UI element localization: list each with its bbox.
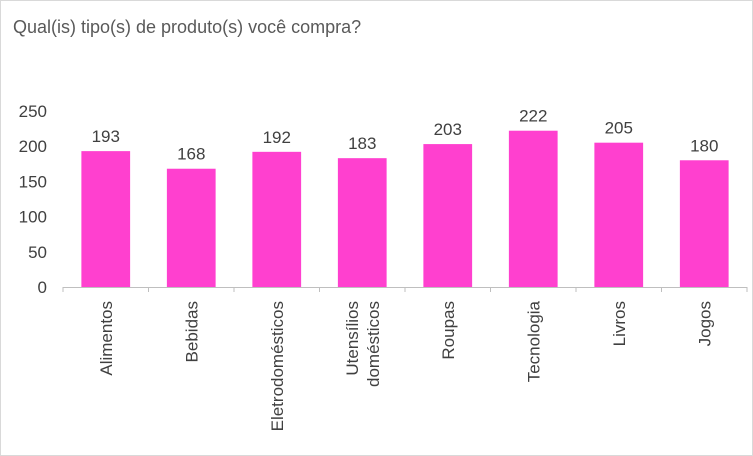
data-label: 222 xyxy=(519,107,547,126)
category-label: Roupas xyxy=(439,301,458,360)
bar xyxy=(166,168,216,287)
data-label: 168 xyxy=(177,145,205,164)
chart-title: Qual(is) tipo(s) de produto(s) você comp… xyxy=(13,17,362,37)
data-label: 203 xyxy=(434,120,462,139)
category-label: Jogos xyxy=(695,301,714,346)
data-label: 183 xyxy=(348,134,376,153)
category-label-line: Tecnologia xyxy=(524,300,543,382)
data-label: 192 xyxy=(263,128,291,147)
category-label-line: Utensílios xyxy=(343,301,362,376)
bars xyxy=(81,130,729,287)
y-tick-label: 100 xyxy=(19,208,47,227)
data-label: 193 xyxy=(92,127,120,146)
category-label-line: Jogos xyxy=(695,301,714,346)
category-label-line: domésticos xyxy=(364,301,383,387)
bar xyxy=(508,130,558,287)
category-label: Eletrodomésticos xyxy=(268,301,287,431)
y-tick-label: 200 xyxy=(19,137,47,156)
category-label-line: Livros xyxy=(610,301,629,346)
x-axis: Alimentos Bebidas Eletrodomésticos Utensíli… xyxy=(62,287,748,431)
y-tick-label: 150 xyxy=(19,172,47,191)
category-label: Livros xyxy=(610,301,629,346)
category-label-line: Roupas xyxy=(439,301,458,360)
bar xyxy=(337,158,387,287)
bar xyxy=(252,151,302,287)
data-label: 180 xyxy=(690,136,718,155)
category-label: Tecnologia xyxy=(524,300,543,382)
data-label: 205 xyxy=(605,119,633,138)
data-labels: 193 168 192 183 203 222 205 180 xyxy=(92,107,719,164)
y-axis: 0 50 100 150 200 250 xyxy=(19,102,47,297)
category-label: Utensílios domésticos xyxy=(343,301,383,387)
category-label: Bebidas xyxy=(182,301,201,362)
category-label: Alimentos xyxy=(97,301,116,376)
category-label-line: Bebidas xyxy=(182,301,201,362)
bar xyxy=(594,142,644,287)
category-label-line: Alimentos xyxy=(97,301,116,376)
bar xyxy=(81,151,131,287)
y-tick-label: 250 xyxy=(19,102,47,121)
bar xyxy=(679,160,729,287)
y-tick-label: 50 xyxy=(28,243,47,262)
category-label-line: Eletrodomésticos xyxy=(268,301,287,431)
bar xyxy=(423,144,473,287)
y-tick-label: 0 xyxy=(38,278,47,297)
